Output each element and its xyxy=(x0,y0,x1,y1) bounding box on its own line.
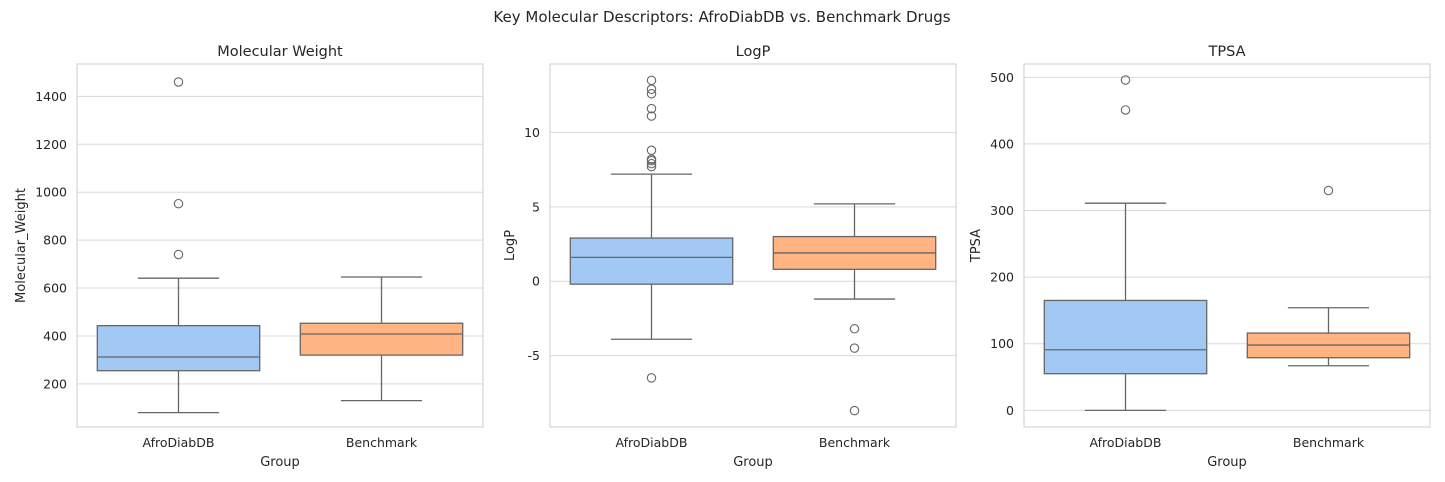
y-tick-label: 1200 xyxy=(35,137,67,152)
x-tick-label: AfroDiabDB xyxy=(616,435,688,450)
outlier-point xyxy=(173,198,184,209)
axes-frame xyxy=(76,63,484,428)
outlier-point xyxy=(646,161,657,172)
outlier-point xyxy=(646,75,657,86)
box-benchmark xyxy=(299,276,464,402)
outlier-point xyxy=(646,158,657,169)
y-tick-label: 200 xyxy=(990,270,1014,285)
outlier-point xyxy=(646,373,657,383)
y-tick-label: 1400 xyxy=(35,89,67,104)
y-axis-label: TPSA xyxy=(969,229,984,263)
y-tick-label: 0 xyxy=(532,274,540,289)
outlier-point xyxy=(646,103,657,114)
subplot-title: LogP xyxy=(736,44,771,60)
x-axis-label: Group xyxy=(733,455,773,470)
y-tick-label: 500 xyxy=(990,70,1014,85)
box-afrodiabdb xyxy=(1043,75,1208,411)
box-benchmark xyxy=(1246,185,1411,367)
box-afrodiabdb xyxy=(96,77,261,414)
subplot-title: TPSA xyxy=(1208,44,1246,60)
outlier-point xyxy=(646,89,657,99)
x-tick-label: AfroDiabDB xyxy=(1090,435,1162,450)
outlier-point xyxy=(646,145,657,156)
y-tick-label: 400 xyxy=(43,328,67,343)
figure-suptitle: Key Molecular Descriptors: AfroDiabDB vs… xyxy=(493,8,950,26)
x-tick-label: Benchmark xyxy=(346,435,418,450)
subplot-0: 200 400 600 800 1000 1200 1400 Molecular Weight… xyxy=(14,44,484,470)
box-afrodiabdb xyxy=(569,75,734,383)
axes-frame xyxy=(1023,63,1431,428)
outlier-point xyxy=(849,324,860,334)
outlier-point xyxy=(849,343,860,353)
y-tick-label: -5 xyxy=(528,348,540,363)
subplot-title: Molecular Weight xyxy=(217,44,343,60)
x-tick-label: Benchmark xyxy=(819,435,891,450)
outlier-point xyxy=(173,249,184,260)
outlier-point xyxy=(849,405,860,416)
y-tick-label: 0 xyxy=(1006,403,1014,418)
y-tick-label: 10 xyxy=(524,125,540,140)
y-tick-label: 1000 xyxy=(35,185,67,200)
outlier-point xyxy=(646,111,657,121)
box-iqr xyxy=(299,322,464,356)
y-tick-label: 5 xyxy=(532,199,540,214)
outlier-point xyxy=(173,77,184,87)
y-axis-label: Molecular_Weight xyxy=(14,188,29,303)
box-iqr xyxy=(1043,299,1208,375)
x-axis-label: Group xyxy=(260,455,300,470)
y-tick-label: 300 xyxy=(990,203,1014,218)
y-axis-label: LogP xyxy=(503,230,518,261)
axes-frame xyxy=(549,63,957,428)
x-axis-label: Group xyxy=(1207,455,1247,470)
x-tick-label: AfroDiabDB xyxy=(143,435,215,450)
box-benchmark xyxy=(772,203,937,416)
y-tick-label: 800 xyxy=(43,233,67,248)
x-tick-label: Benchmark xyxy=(1293,435,1365,450)
box-iqr xyxy=(96,324,261,372)
outlier-point xyxy=(1323,185,1334,196)
y-tick-label: 200 xyxy=(43,376,67,391)
outlier-point xyxy=(1120,105,1131,115)
subplot-1: -5 0 5 10 LogP Group LogP AfroDiabDB Benchmark xyxy=(503,44,957,470)
y-tick-label: 400 xyxy=(990,136,1014,151)
y-tick-label: 100 xyxy=(990,336,1014,351)
y-tick-label: 600 xyxy=(43,281,67,296)
outlier-point xyxy=(1120,75,1131,85)
box-iqr xyxy=(569,237,734,285)
subplot-2: 0 100 200 300 400 500 TPSA Group TPSA AfroDiabDB B… xyxy=(969,44,1431,470)
